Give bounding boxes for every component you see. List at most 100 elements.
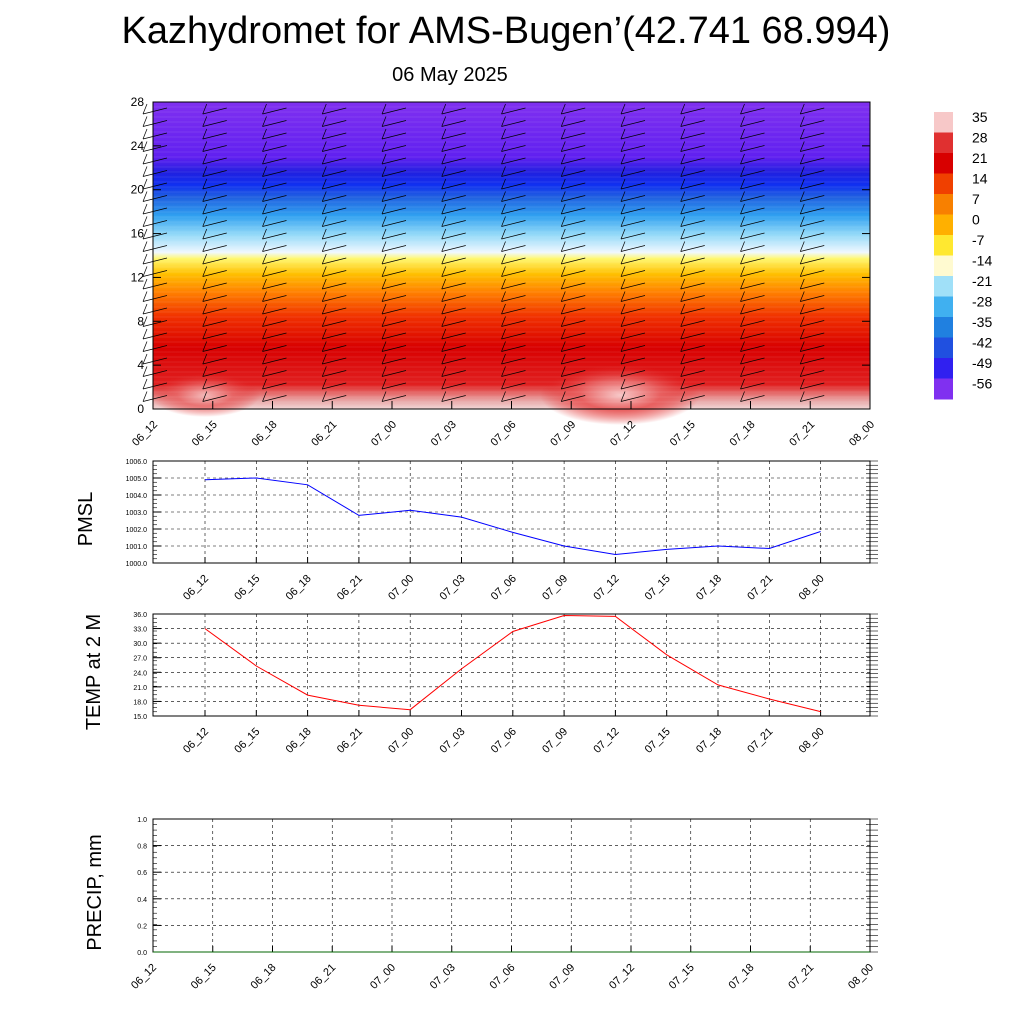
x-tick-label: 07_18 [727, 962, 757, 992]
heatmap-x-tick-label: 07_15 [668, 419, 698, 449]
wind-barb [322, 357, 347, 365]
wind-barb [322, 382, 347, 390]
wind-barb [202, 282, 227, 290]
wind-barb [680, 345, 705, 352]
wind-barb [262, 270, 287, 277]
wind-barb [321, 128, 327, 140]
wind-barb [142, 195, 168, 202]
x-tick-label: 07_18 [694, 726, 724, 756]
wind-barb [560, 191, 566, 202]
wind-barb [142, 382, 168, 390]
x-tick-label: 08_00 [797, 573, 827, 603]
wind-barb [560, 241, 566, 252]
heatmap-x-tick-label: 07_21 [787, 419, 817, 449]
y-axis-label: PMSL [75, 492, 97, 546]
wind-barb [799, 228, 805, 240]
wind-barb [202, 107, 227, 115]
wind-barb [561, 145, 586, 152]
y-tick-label: 1004.0 [126, 493, 148, 500]
wind-barb [680, 366, 686, 377]
wind-barb [202, 145, 227, 152]
x-tick-label: 07_18 [694, 573, 724, 603]
wind-barb [620, 295, 646, 302]
wind-barb [680, 328, 686, 340]
wind-barb [142, 166, 148, 177]
wind-barb [381, 132, 407, 140]
wind-barb [441, 395, 466, 402]
x-tick-label: 08_00 [797, 726, 827, 756]
wind-barb [501, 166, 506, 177]
wind-barb [680, 253, 686, 265]
wind-barb [441, 141, 447, 152]
x-tick-label: 06_15 [232, 573, 262, 603]
wind-barb [501, 170, 526, 177]
wind-barb [381, 366, 387, 377]
wind-barb [620, 132, 646, 140]
wind-barb [800, 332, 825, 340]
wind-barb [441, 132, 466, 140]
wind-barb [441, 182, 466, 190]
wind-barb [441, 291, 447, 302]
colorbar-label: -28 [972, 294, 992, 310]
wind-barb [202, 116, 208, 127]
wind-barb [501, 295, 526, 302]
wind-barb [800, 307, 825, 315]
colorbar-swatch [934, 337, 953, 359]
wind-barb [441, 307, 466, 315]
wind-barb [680, 395, 705, 402]
wind-barb [800, 395, 825, 402]
wind-barb [322, 145, 347, 152]
wind-barb [321, 353, 327, 365]
heatmap-y-tick-label: 16 [131, 227, 145, 241]
wind-barb [262, 366, 267, 377]
wind-barb [381, 303, 387, 315]
x-tick-label: 07_00 [368, 962, 398, 992]
wind-barb [262, 132, 287, 140]
wind-barb [441, 216, 447, 227]
y-tick-label: 0.6 [137, 870, 147, 877]
wind-barb [501, 395, 526, 402]
wind-barb [262, 207, 287, 215]
wind-barb [381, 382, 407, 390]
wind-barb [740, 191, 745, 202]
x-tick-label: 06_15 [189, 962, 219, 992]
wind-barb [800, 195, 825, 202]
heatmap-y-tick-label: 4 [137, 358, 144, 372]
wind-barb [381, 120, 407, 127]
wind-barb [680, 153, 686, 165]
wind-barb [740, 266, 745, 277]
wind-barb [262, 245, 287, 252]
heatmap-x-tick-label: 07_18 [728, 419, 758, 449]
colorbar-label: -42 [972, 335, 992, 351]
wind-barb [501, 378, 506, 390]
wind-barb [202, 141, 208, 152]
x-tick-label: 07_21 [745, 573, 775, 603]
colorbar-swatch [934, 317, 953, 338]
wind-barb [202, 128, 208, 140]
wind-barb [441, 220, 466, 227]
wind-barb [740, 245, 765, 252]
wind-barb [262, 295, 287, 302]
temperature-field [153, 102, 870, 409]
wind-barb [322, 345, 347, 352]
wind-barb [321, 166, 327, 177]
wind-barb [620, 366, 626, 377]
wind-barb [321, 103, 327, 115]
wind-barb [800, 257, 825, 265]
x-tick-label: 06_21 [335, 573, 365, 603]
wind-barb [142, 145, 168, 152]
wind-barb [321, 228, 327, 240]
wind-barb [561, 270, 586, 277]
wind-barb [262, 116, 267, 127]
wind-barb [560, 291, 566, 302]
wind-barb [680, 307, 705, 315]
wind-barb [441, 328, 447, 340]
wind-barb [740, 153, 745, 165]
wind-barb [202, 207, 227, 215]
wind-barb [799, 303, 805, 315]
x-tick-label: 07_21 [786, 962, 816, 992]
heatmap-panel: 0 4 8 12 16 20 24 28 06_12 06_15 06_18 06_21 07_00 07… [130, 95, 877, 449]
x-tick-label: 07_15 [643, 573, 673, 603]
wind-barb [142, 357, 168, 365]
heatmap-x-tick-label: 06_18 [250, 419, 280, 449]
